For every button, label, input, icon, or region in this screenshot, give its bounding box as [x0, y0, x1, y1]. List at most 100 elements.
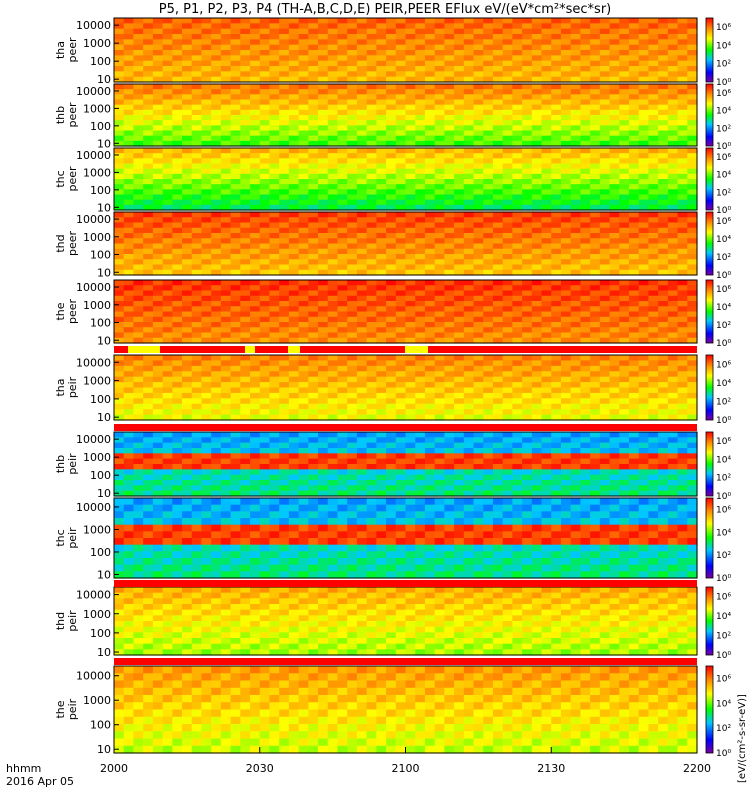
spectrogram-cell: [395, 485, 407, 492]
spectrogram-cell: [123, 269, 135, 276]
spectrogram-cell: [405, 306, 416, 313]
spectrogram-cell: [395, 269, 407, 276]
spectrogram-cell: [658, 254, 669, 260]
spectrogram-cell: [162, 140, 173, 147]
spectrogram-cell: [648, 130, 659, 137]
spectrogram-cell: [580, 135, 591, 142]
spectrogram-cell: [279, 371, 290, 378]
spectrogram-cell: [279, 322, 290, 328]
spectrogram-cell: [308, 84, 319, 90]
spectrogram-cell: [551, 485, 562, 492]
spectrogram-cell: [211, 316, 222, 323]
spectrogram-cell: [628, 109, 640, 116]
spectrogram-cell: [434, 222, 445, 229]
spectrogram-cell: [347, 189, 358, 196]
spectrogram-cell: [386, 104, 397, 111]
spectrogram-cell: [473, 115, 484, 121]
spectrogram-cell: [638, 115, 650, 121]
spectrogram-cell: [638, 99, 650, 106]
spectrogram-cell: [541, 485, 552, 492]
spectrogram-cell: [182, 376, 193, 383]
spectrogram-cell: [502, 469, 513, 476]
spectrogram-cell: [463, 259, 475, 266]
spectrogram-cell: [250, 355, 261, 362]
spectrogram-cell: [405, 179, 416, 185]
spectrogram-cell: [551, 99, 562, 106]
spectrogram-cell: [677, 135, 688, 142]
spectrogram-cell: [667, 84, 679, 90]
spectrogram-cell: [551, 337, 562, 344]
spectrogram-cell: [444, 194, 455, 201]
spectrogram-cell: [648, 55, 659, 62]
spectrogram-cell: [415, 432, 426, 438]
spectrogram-cell: [541, 453, 552, 460]
spectrogram-cell: [182, 264, 193, 271]
spectrogram-cell: [143, 290, 154, 297]
spectrogram-cell: [327, 238, 339, 245]
spectrogram-cell: [327, 173, 339, 180]
spectrogram-cell: [628, 414, 640, 421]
spectrogram-cell: [240, 311, 251, 318]
spectrogram-cell: [201, 66, 212, 72]
spectrogram-cell: [259, 316, 271, 323]
spectrogram-cell: [318, 130, 329, 137]
spectrogram-cell: [492, 109, 504, 116]
spectrogram-cell: [502, 222, 513, 229]
spectrogram-cell: [318, 376, 329, 383]
spectrogram-cell: [152, 233, 164, 239]
spectrogram-cell: [191, 332, 203, 339]
spectrogram-cell: [492, 485, 504, 492]
spectrogram-cell: [434, 204, 445, 211]
spectrogram-cell: [415, 464, 426, 470]
spectrogram-cell: [133, 327, 144, 334]
spectrogram-cell: [327, 194, 339, 201]
panel-label-species: peer: [66, 166, 79, 192]
spectrogram-cell: [376, 163, 387, 170]
spectrogram-cell: [638, 173, 650, 180]
spectrogram-cell: [172, 148, 183, 154]
spectrogram-cell: [522, 243, 533, 250]
spectrogram-cell: [454, 28, 465, 35]
spectrogram-cell: [658, 99, 669, 106]
spectrogram-cell: [172, 135, 183, 142]
spectrogram-cell: [541, 76, 552, 83]
spectrogram-cell: [259, 474, 271, 481]
spectrogram-cell: [658, 327, 669, 334]
spectrogram-cell: [211, 50, 222, 56]
spectrogram-cell: [658, 84, 669, 90]
spectrogram-cell: [619, 60, 630, 67]
spectrogram-cell: [395, 189, 407, 196]
spectrogram-cell: [619, 179, 630, 185]
spectrogram-cell: [638, 355, 650, 362]
spectrogram-cell: [327, 109, 339, 116]
spectrogram-cell: [376, 474, 387, 481]
spectrogram-cell: [318, 194, 329, 201]
spectrogram-cell: [201, 409, 212, 416]
spectrogram-cell: [434, 360, 445, 367]
spectrogram-cell: [395, 233, 407, 239]
spectrogram-cell: [677, 173, 688, 180]
spectrogram-cell: [638, 158, 650, 165]
spectrogram-cell: [658, 135, 669, 142]
spectrogram-cell: [444, 140, 455, 147]
spectrogram-cell: [172, 168, 183, 175]
spectrogram-cell: [279, 104, 290, 111]
spectrogram-cell: [318, 414, 329, 421]
spectrogram-cell: [638, 280, 650, 286]
spectrogram-cell: [522, 109, 533, 116]
spectrogram-cell: [570, 327, 581, 334]
spectrogram-cell: [182, 158, 193, 165]
spectrogram-cell: [288, 254, 300, 260]
spectrogram-cell: [658, 125, 669, 132]
spectrogram-cell: [201, 290, 212, 297]
spectrogram-cell: [454, 194, 465, 201]
spectrogram-cell: [648, 84, 659, 90]
spectrogram-cell: [259, 60, 271, 67]
spectrogram-cell: [599, 409, 611, 416]
spectrogram-cell: [327, 290, 339, 297]
spectrogram-cell: [628, 360, 640, 367]
spectrogram-cell: [259, 135, 271, 142]
spectrogram-cell: [638, 409, 650, 416]
spectrogram-cell: [502, 89, 513, 95]
spectrogram-cell: [366, 448, 377, 454]
